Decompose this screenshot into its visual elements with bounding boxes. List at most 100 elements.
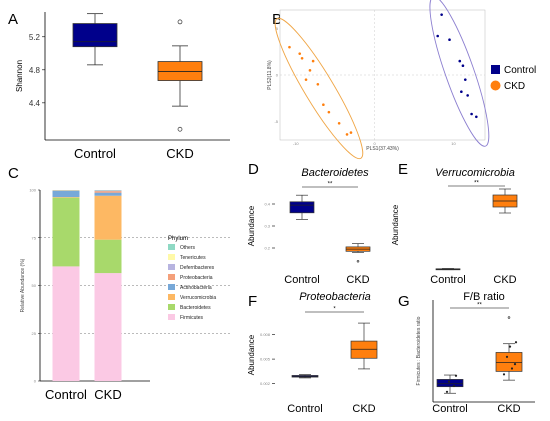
panel-c-stacked-bar: 0 25 50 75 100 Relative Abundance (%) Control C… — [20, 188, 230, 402]
y-axis-label: Shannon — [15, 60, 24, 92]
stacked-bar-segment — [52, 197, 80, 267]
scatter-point — [475, 115, 478, 119]
scatter-point — [448, 38, 451, 42]
scatter-point — [349, 131, 353, 134]
legend-swatch — [168, 314, 175, 320]
y-tick-label: 4.4 — [29, 99, 41, 108]
box — [436, 379, 464, 388]
data-point — [454, 374, 458, 377]
stacked-bar-segment — [94, 273, 122, 381]
scatter-point — [311, 59, 315, 63]
stacked-bar-segment — [94, 239, 122, 274]
x-tick-label: -10 — [293, 141, 300, 146]
significance-label: ** — [474, 181, 479, 187]
panel-label-f: F — [248, 293, 257, 310]
significance-label: ** — [477, 303, 482, 309]
x-category-label: Control — [284, 274, 319, 286]
legend-title: Phylum — [168, 236, 188, 242]
legend-swatch-control — [491, 65, 500, 74]
y-axis-label: Relative Abundance (%) — [20, 258, 26, 312]
scatter-point — [461, 64, 465, 68]
outlier-point — [177, 19, 183, 25]
stacked-bar-segment — [94, 192, 122, 196]
data-point — [505, 355, 509, 358]
panel-d-bacteroidetes-boxplot: 0.2 0.3 0.4 Abundance Bacteroidetes ** Control… — [247, 167, 371, 286]
y-tick-label: 0 — [276, 73, 279, 78]
confidence-ellipse — [274, 17, 364, 160]
y-axis-label: Firmicutes : Bacteroidetes ratio — [416, 316, 422, 385]
legend-swatch — [168, 264, 175, 270]
x-category-label: Control — [287, 403, 322, 415]
x-tick-label: 0 — [373, 141, 376, 146]
data-point — [508, 345, 512, 348]
stacked-bar-segment — [94, 190, 122, 192]
legend-swatch — [168, 244, 175, 250]
outlier-point — [356, 259, 360, 263]
significance-label: * — [333, 307, 336, 313]
y-tick-label: 0 — [34, 379, 37, 384]
data-point — [452, 384, 456, 388]
stacked-bar-segment — [52, 190, 80, 198]
scatter-point — [436, 34, 439, 38]
legend-label: Firmicutes — [180, 315, 204, 321]
legend-label: Deferribacteres — [180, 265, 215, 271]
plot-frame — [279, 9, 486, 141]
x-tick-label: 10 — [451, 141, 456, 146]
data-point — [445, 390, 449, 393]
panel-label-a: A — [8, 11, 18, 28]
data-point — [502, 373, 506, 376]
outlier-point — [177, 126, 183, 132]
y-tick-label: 0.4 — [264, 202, 270, 207]
y-tick-label: 4.8 — [29, 66, 41, 75]
y-axis-label: PLS2(11.8%) — [267, 60, 273, 90]
x-category-label: CKD — [497, 403, 520, 415]
scatter-point — [466, 94, 469, 97]
y-tick-label: 25 — [32, 331, 37, 336]
data-point — [447, 380, 451, 383]
scatter-point — [300, 56, 304, 60]
y-tick-label: -5 — [274, 119, 278, 124]
legend-label: Proteobacteria — [180, 275, 213, 281]
box — [495, 352, 523, 372]
panel-label-d: D — [248, 161, 259, 178]
box — [289, 201, 315, 214]
chart-title: Verrucomicrobia — [435, 167, 515, 179]
box — [157, 61, 203, 81]
y-axis-label: Abundance — [247, 205, 256, 246]
panel-label-e: E — [398, 161, 408, 178]
data-point — [510, 367, 514, 370]
x-category-label: Control — [74, 146, 116, 161]
panel-label-c: C — [8, 165, 19, 182]
panel-f-proteobacteria-boxplot: 0.002 0.005 0.008 Abundance Proteobacteria * C… — [247, 291, 378, 415]
scatter-point — [470, 112, 473, 116]
scatter-point — [316, 82, 320, 86]
scatter-point — [322, 103, 325, 107]
y-axis-label: Abundance — [247, 334, 256, 375]
x-category-label: CKD — [346, 274, 369, 286]
legend-swatch — [168, 304, 175, 310]
x-category-label: CKD — [94, 387, 121, 402]
y-tick-label: 100 — [29, 188, 36, 193]
x-category-label: CKD — [166, 146, 193, 161]
panel-g-fb-ratio-boxplot: Firmicutes : Bacteroidetes ratio F/B rati… — [416, 291, 535, 415]
legend-swatch — [168, 254, 175, 260]
y-tick-label: 0.005 — [260, 357, 271, 362]
stacked-bar-segment — [52, 266, 80, 381]
y-tick-label: 0.008 — [260, 332, 271, 337]
y-axis-label: Abundance — [391, 204, 400, 245]
y-tick-label: 5.2 — [29, 33, 41, 42]
x-category-label: Control — [430, 274, 465, 286]
box — [72, 23, 118, 48]
panel-b-pls-scatter: -10 0 10 -5 0 5 PLS1(37.43%) PLS2(11.8%) — [267, 0, 490, 160]
x-category-label: Control — [432, 403, 467, 415]
scatter-point — [440, 13, 443, 16]
y-tick-label: 5 — [276, 26, 279, 31]
legend-swatch — [168, 294, 175, 300]
y-tick-label: 50 — [32, 283, 37, 288]
significance-label: ** — [328, 182, 333, 188]
legend-label: Others — [180, 245, 196, 251]
scatter-point — [327, 110, 331, 114]
y-tick-label: 0.3 — [264, 224, 270, 229]
legend-label: CKD — [504, 81, 525, 92]
